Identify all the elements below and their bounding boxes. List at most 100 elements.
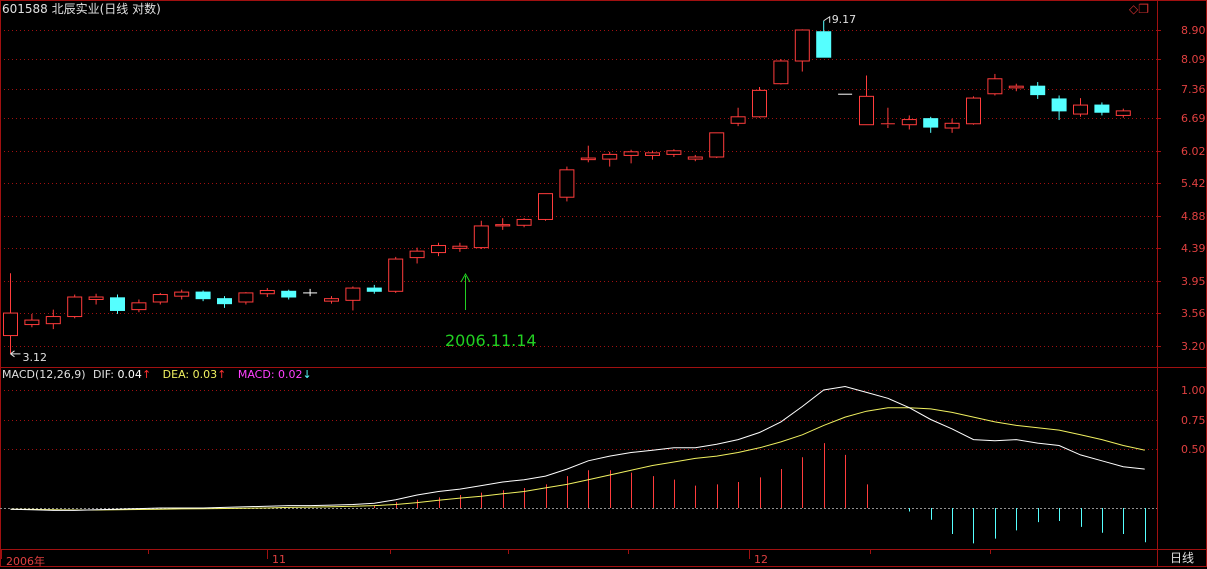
candle — [152, 292, 168, 305]
dif-line — [10, 385, 1145, 511]
candle — [645, 150, 660, 160]
candle-body — [1008, 85, 1024, 89]
dif-label: DIF: — [93, 368, 118, 381]
candle-body — [602, 153, 618, 160]
candle — [45, 309, 61, 330]
candle — [174, 289, 190, 300]
candle — [495, 218, 511, 230]
price-tick-label: 4.88 — [1181, 209, 1206, 223]
candle-body — [174, 291, 190, 297]
macd-label: MACD: — [237, 368, 279, 381]
candle-body — [1051, 98, 1067, 112]
candle — [238, 292, 254, 305]
candle — [516, 218, 532, 228]
candle — [794, 29, 810, 72]
date-tick-label: 2006年 — [6, 555, 45, 568]
candle-body — [431, 245, 446, 254]
candle-body — [495, 224, 511, 227]
candle-body — [859, 95, 874, 126]
candle — [880, 107, 895, 129]
dea-value: 0.03 — [192, 368, 218, 381]
price-tick-label: 8.09 — [1181, 52, 1206, 66]
candle-body — [687, 156, 703, 160]
candle-body — [923, 118, 939, 128]
annotation-arrow — [460, 272, 471, 310]
candle-body — [259, 289, 275, 295]
candle — [473, 220, 489, 250]
candle-body — [559, 169, 575, 198]
candle — [730, 107, 746, 127]
dea-arrow: ↑ — [217, 368, 227, 381]
candle — [944, 118, 960, 133]
candle — [602, 151, 618, 167]
macd-arrow: ↓ — [302, 368, 312, 381]
candle — [987, 73, 1003, 96]
candle — [859, 75, 874, 126]
candle — [580, 145, 596, 163]
candle-body — [666, 150, 682, 155]
dif-value: 0.04 — [117, 368, 142, 381]
candle — [259, 288, 275, 298]
candle-body — [944, 122, 960, 129]
dif-arrow: ↑ — [141, 368, 152, 381]
candle — [623, 149, 639, 164]
window-controls[interactable]: ◇❐ — [1129, 3, 1149, 15]
candle — [452, 242, 468, 252]
candle — [1115, 108, 1131, 118]
candle — [559, 166, 575, 202]
candle — [966, 96, 981, 125]
candle — [281, 289, 297, 300]
candle-body — [281, 290, 297, 298]
candle — [1008, 83, 1024, 92]
candle — [773, 59, 789, 85]
dea-label: DEA: — [162, 368, 193, 381]
chart-title: 601588 北辰实业(日线 对数) — [2, 2, 161, 16]
candle — [1094, 102, 1110, 116]
candle — [538, 193, 553, 221]
price-tick-label: 4.39 — [1181, 241, 1206, 255]
candle — [687, 154, 703, 162]
candle-body — [67, 296, 83, 318]
candle — [709, 132, 725, 159]
candle — [388, 256, 404, 293]
price-tick-label: 3.95 — [1181, 274, 1206, 288]
candle-body — [110, 297, 125, 311]
candle — [324, 296, 339, 304]
period-label[interactable]: 日线 — [1170, 551, 1195, 565]
annotation-date: 2006.11.14 — [445, 331, 537, 350]
candle-body — [24, 319, 40, 326]
price-tick-label: 7.36 — [1181, 82, 1206, 96]
high-label: 9.17 — [831, 12, 857, 26]
price-tick-label: 6.02 — [1181, 144, 1206, 158]
candle — [901, 115, 917, 130]
candle-body — [366, 287, 382, 292]
candle — [131, 299, 147, 313]
price-tick-label: 5.42 — [1181, 176, 1206, 190]
date-tick-label: 11 — [272, 553, 286, 566]
diamond-icon[interactable]: ◇ — [1129, 2, 1139, 16]
candle — [217, 296, 232, 308]
candle — [666, 149, 682, 157]
candle-body — [623, 151, 639, 156]
price-tick-label: 3.56 — [1181, 306, 1206, 320]
candle — [1051, 95, 1067, 121]
candle-body — [324, 298, 339, 302]
price-tick-label: 3.20 — [1181, 339, 1206, 353]
candle — [816, 20, 832, 58]
low-marker — [10, 350, 21, 358]
macd-name: MACD(12,26,9) — [2, 368, 86, 381]
candle — [3, 273, 18, 354]
candle-body — [794, 29, 810, 62]
candle-body — [966, 97, 981, 125]
candle — [1030, 82, 1046, 99]
candle — [1073, 98, 1088, 117]
macd-panel — [10, 385, 1146, 544]
candle — [88, 293, 104, 305]
restore-icon[interactable]: ❐ — [1138, 2, 1149, 16]
high-marker — [823, 15, 831, 23]
candle-body — [730, 116, 746, 124]
macd-legend: MACD(12,26,9) DIF: 0.04↑ DEA: 0.03↑ MACD… — [2, 369, 312, 380]
macd-tick-label: 0.75 — [1181, 413, 1206, 427]
